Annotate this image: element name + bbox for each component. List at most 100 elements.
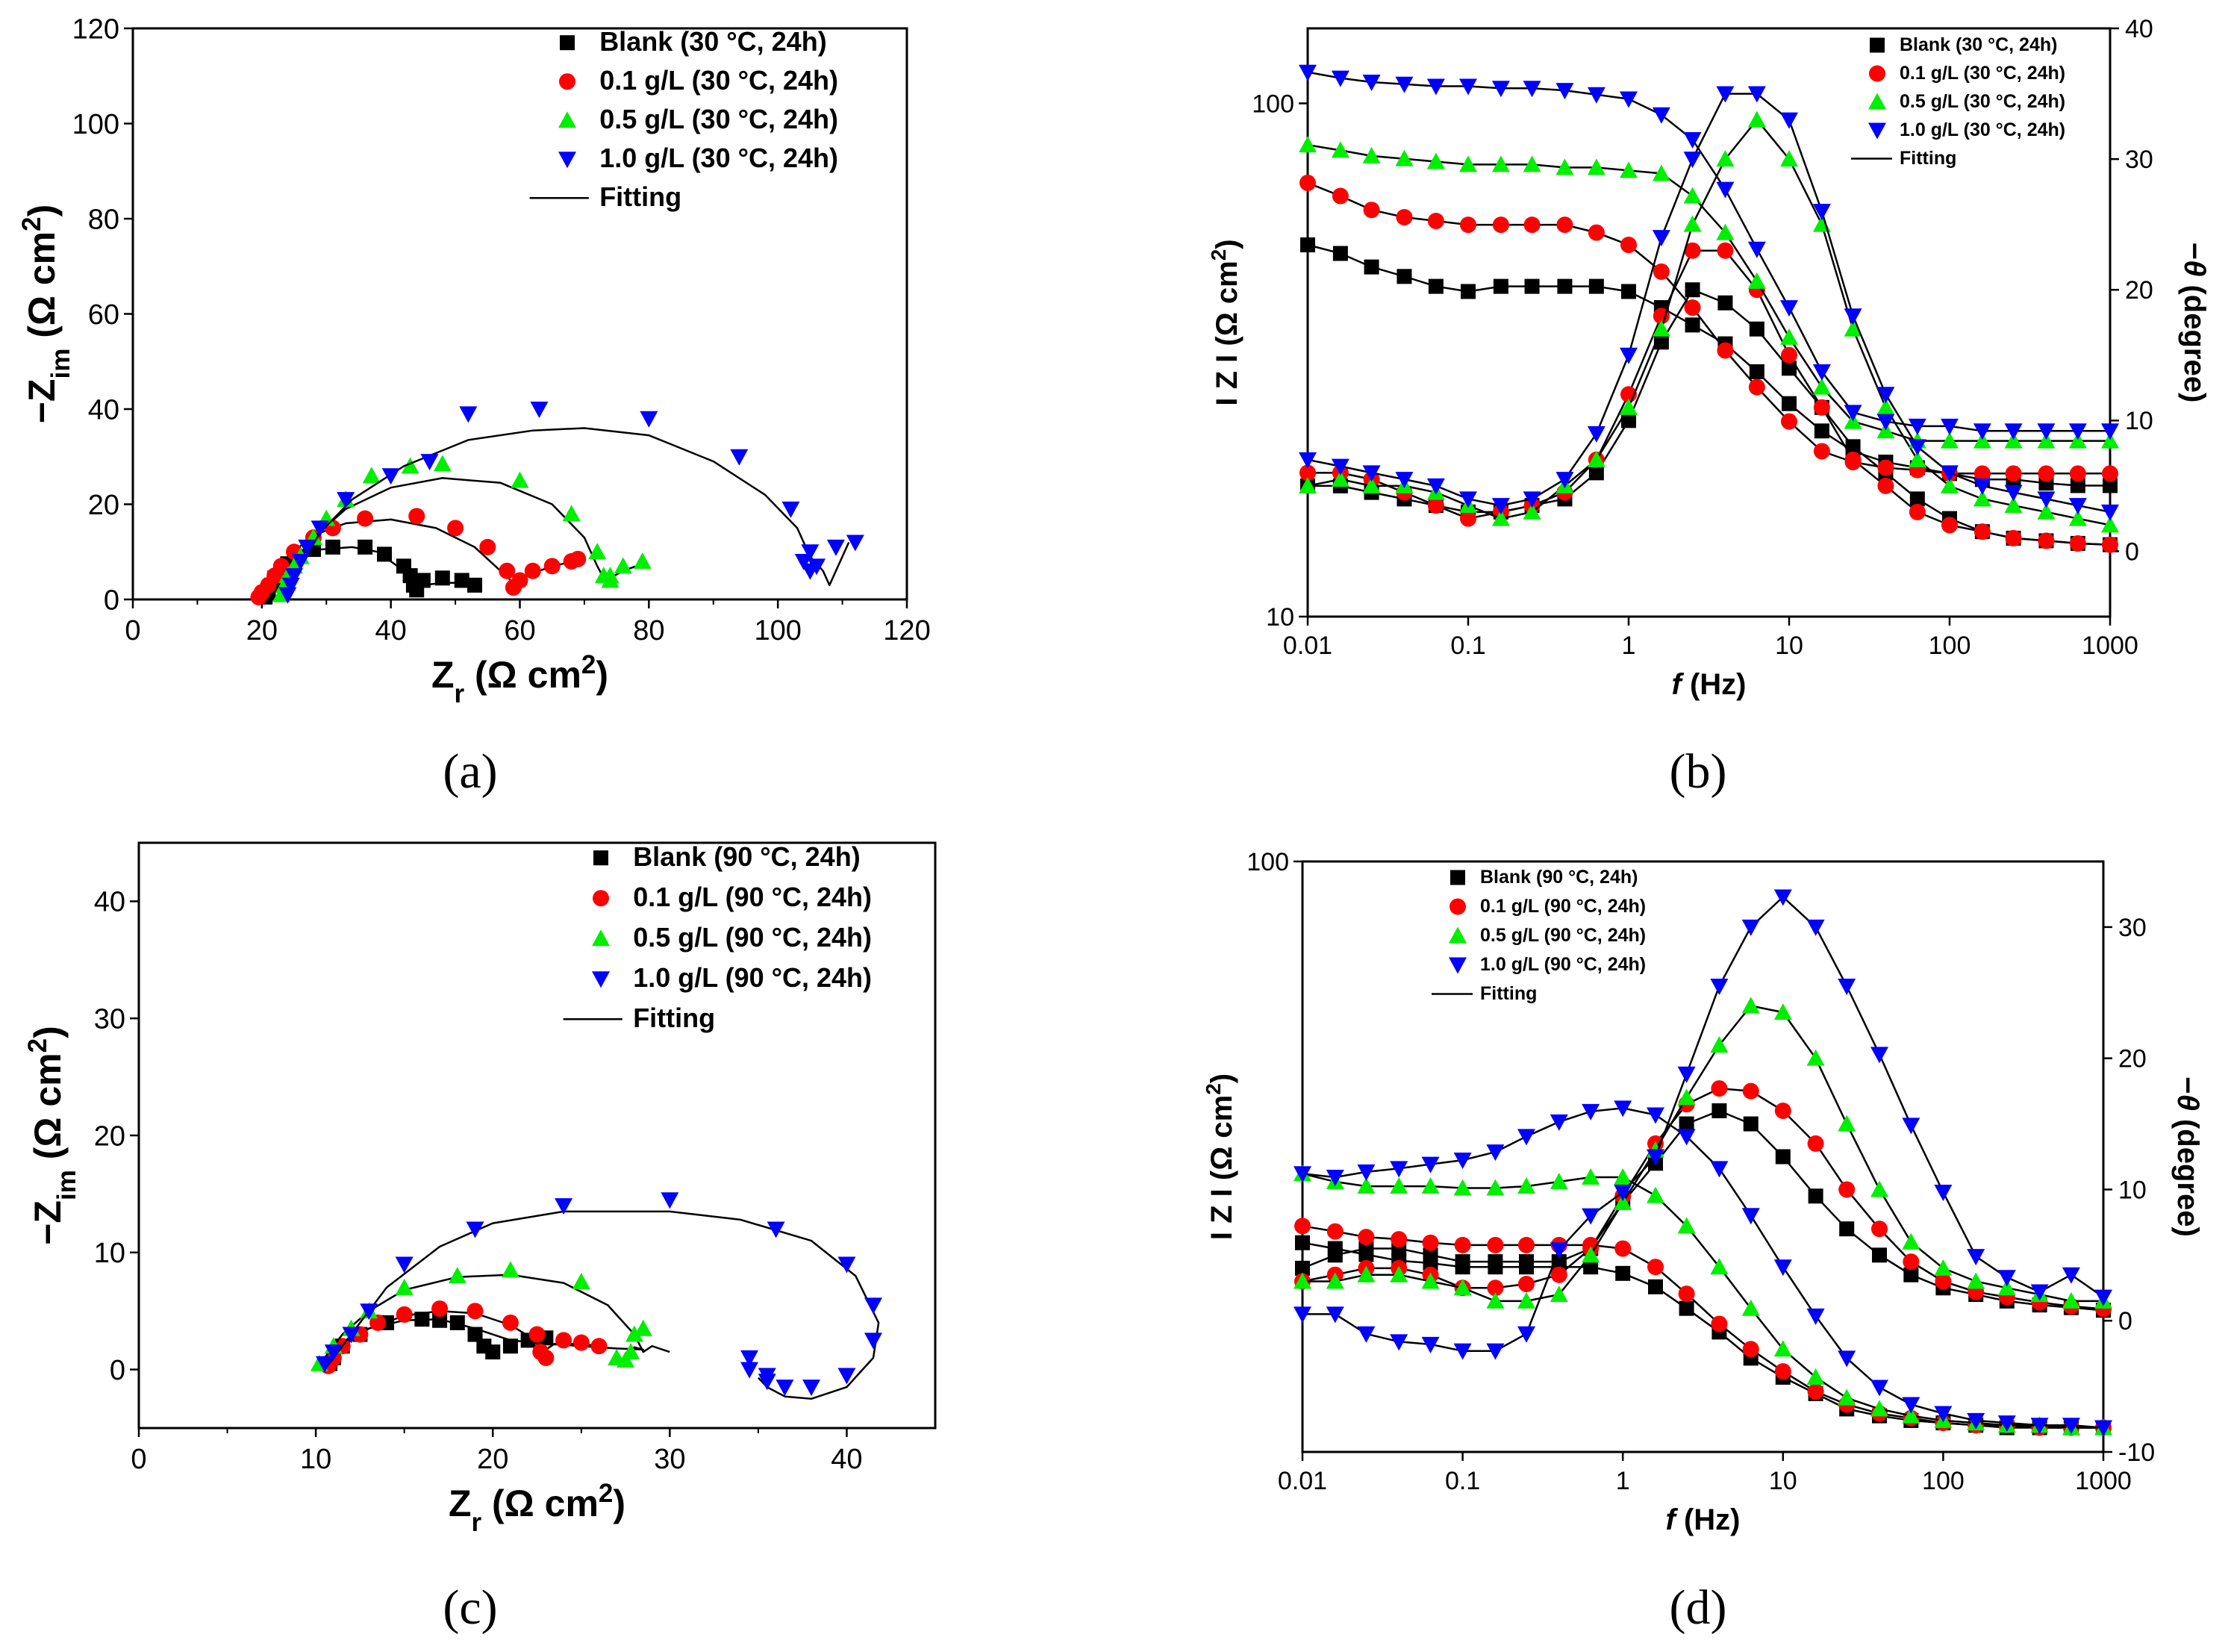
modulus-point [1615, 1265, 1631, 1281]
modulus-point [1941, 418, 1959, 435]
data-point [864, 1332, 883, 1350]
modulus-point [1331, 141, 1349, 158]
phase-point [2068, 509, 2087, 526]
y-tick-label: 10 [94, 1238, 125, 1269]
phase-point [2069, 534, 2086, 552]
data-point [572, 1334, 590, 1351]
modulus-point [1684, 299, 1701, 317]
phase-point [1423, 1247, 1438, 1263]
modulus-point [1652, 164, 1670, 181]
legend: Blank (90 °C, 24h) 0.1 g/L (90 °C, 24h) 0.… [1432, 867, 1646, 1004]
modulus-point [1679, 1300, 1694, 1316]
phase-point [1294, 1306, 1311, 1324]
data-point [454, 573, 469, 588]
phase-point [1844, 320, 1862, 337]
x-tick-label: 1000 [2075, 1467, 2132, 1495]
phase-point [1716, 86, 1735, 103]
phase-point [1326, 1272, 1344, 1289]
data-point [601, 567, 620, 584]
data-point [395, 1256, 414, 1274]
axis-title-part: (degree) [2178, 276, 2211, 402]
data-point [401, 457, 419, 474]
phase-point [1294, 1272, 1311, 1289]
x-tick-label: 1 [1616, 1467, 1630, 1495]
y-tick-label: 40 [88, 394, 119, 426]
x-tick-label: 40 [375, 615, 407, 646]
data-point [562, 505, 581, 522]
y-right-axis-title: −θ (degree) [2178, 243, 2211, 403]
phase-point [1683, 215, 1702, 232]
phase-point [2102, 536, 2118, 553]
y-axis-title: −Zim (Ω cm2) [17, 205, 75, 424]
modulus-point [1390, 1177, 1408, 1194]
axis-title-part: 2 [581, 650, 596, 679]
phase-point [1588, 465, 1604, 481]
data-point [837, 1256, 856, 1274]
axis-title-part: ) [1211, 239, 1244, 249]
data-point [528, 1326, 546, 1343]
phase-point [2005, 529, 2022, 546]
modulus-point [2037, 423, 2056, 440]
panel-label: (c) [443, 1580, 497, 1635]
modulus-point [1973, 431, 1991, 449]
axis-title-part: I Z I (Ω cm [1205, 1095, 1238, 1240]
modulus-point [2004, 431, 2023, 449]
phase-point [1872, 1247, 1888, 1263]
legend-marker [592, 971, 610, 988]
modulus-point [1523, 81, 1541, 98]
phase-point [1647, 1149, 1665, 1166]
phase-point [1362, 476, 1381, 493]
modulus-point [1614, 1100, 1632, 1118]
y-right-tick-label: 10 [2118, 1176, 2147, 1204]
data-point [298, 539, 316, 556]
phase-point [1614, 1194, 1632, 1211]
phase-point [1710, 978, 1729, 995]
axis-title-part: 2 [599, 1479, 613, 1508]
modulus-point [1397, 269, 1412, 284]
phase-point [1838, 1115, 1856, 1132]
modulus-point [1838, 1388, 1856, 1406]
x-tick-label: 1 [1622, 632, 1636, 660]
phase-point [1780, 150, 1798, 167]
x-tick-label: 120 [883, 615, 930, 646]
data-point [357, 510, 374, 527]
modulus-point [1300, 237, 1315, 253]
y-right-tick-label: 20 [2125, 276, 2153, 305]
modulus-point [1588, 224, 1605, 241]
series-circle [250, 508, 587, 605]
fit-line [324, 1210, 880, 1400]
data-point [466, 1221, 484, 1238]
legend-marker [558, 111, 576, 128]
modulus-point [1741, 1299, 1760, 1316]
legend-label: 0.1 g/L (30 °C, 24h) [1900, 63, 2065, 84]
x-tick-label: 80 [633, 615, 664, 646]
legend-marker [593, 890, 609, 907]
modulus-point [1780, 300, 1798, 317]
legend-label-fitting: Fitting [599, 181, 681, 212]
modulus-point [1716, 223, 1735, 240]
y-tick-label: 80 [88, 204, 119, 235]
legend-label: 1.0 g/L (90 °C, 24h) [1480, 954, 1646, 975]
phase-point [1523, 502, 1541, 520]
phase-point [1838, 1181, 1856, 1198]
y-tick-label: 100 [72, 109, 119, 140]
modulus-point [1717, 342, 1734, 359]
axis-title-part: r [472, 1508, 482, 1537]
series-triangle-up [1299, 110, 2119, 533]
phase-point [1806, 1049, 1825, 1066]
modulus-point [1326, 1223, 1344, 1240]
y-right-axis-title: −θ (degree) [2171, 1076, 2204, 1237]
modulus-point [2030, 1418, 2049, 1435]
axis-title-part: Z [431, 654, 455, 696]
axis-title-part: I Z I (Ω cm [1211, 261, 1244, 405]
axis-title-part: im [46, 349, 75, 379]
modulus-point [1587, 87, 1606, 104]
phase-point [1967, 1272, 1985, 1289]
modulus-point [1426, 152, 1445, 169]
data-point [661, 1192, 679, 1209]
panel-label: (b) [1670, 744, 1727, 799]
data-point [358, 539, 373, 555]
series-triangle-down [1299, 64, 2119, 521]
data-point [369, 1314, 387, 1331]
phase-point [1683, 152, 1702, 169]
